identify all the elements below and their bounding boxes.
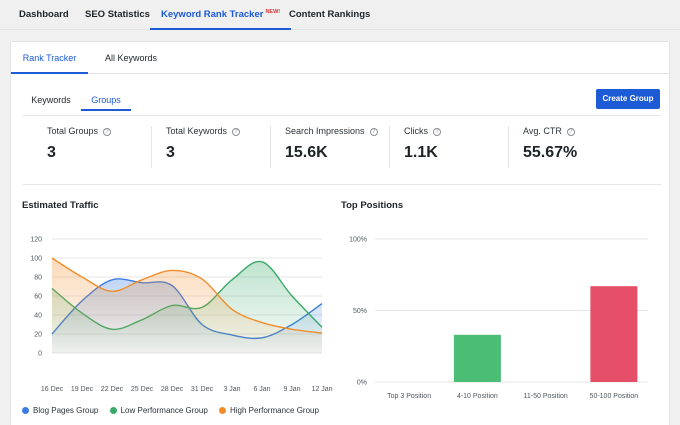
section-divider xyxy=(23,184,661,185)
legend-label: Blog Pages Group xyxy=(33,406,99,415)
stat-label: Total Keywords? xyxy=(166,126,241,136)
create-group-button[interactable]: Create Group xyxy=(596,89,660,109)
stat-value: 3 xyxy=(47,144,56,161)
stat-divider xyxy=(151,126,152,168)
legend-label: High Performance Group xyxy=(230,406,319,415)
x-tick-label: 6 Jan xyxy=(253,386,270,393)
help-icon[interactable]: ? xyxy=(232,127,241,136)
tab-all-keywords[interactable]: All Keywords xyxy=(104,53,158,63)
y-tick-label: 120 xyxy=(30,237,42,244)
y-tick-label: 50% xyxy=(353,308,367,315)
tab-groups[interactable]: Groups xyxy=(81,89,131,111)
series-line xyxy=(51,257,323,334)
x-tick-label: 3 Jan xyxy=(223,386,240,393)
nav-keyword-rank-tracker-label: Keyword Rank Tracker xyxy=(161,9,264,20)
x-tick-label: 16 Dec xyxy=(41,386,64,393)
x-tick-label: 4-10 Position xyxy=(457,393,498,400)
x-tick-label: 22 Dec xyxy=(101,386,124,393)
rank-tracker-panel: Rank Tracker All Keywords Keywords Group… xyxy=(10,41,670,425)
x-tick-label: Top 3 Position xyxy=(387,393,431,400)
y-tick-label: 20 xyxy=(34,332,42,339)
y-tick-label: 60 xyxy=(34,294,42,301)
subtabs: Rank Tracker All Keywords xyxy=(11,42,669,74)
stat-total-keywords: Total Keywords? 3 xyxy=(166,126,241,170)
help-icon[interactable]: ? xyxy=(433,127,441,136)
series-area xyxy=(52,258,322,353)
legend-swatch xyxy=(219,407,226,414)
stat-label: Total Groups? xyxy=(47,126,112,136)
x-tick-label: 31 Dec xyxy=(191,386,214,393)
help-icon[interactable]: ? xyxy=(369,127,378,136)
top-positions-chart: 0% 50% 100% Top 3 Position 4-10 Position 11-5… xyxy=(349,237,648,400)
stat-clicks: Clicks? 1.1K xyxy=(404,126,441,170)
y-tick-label: 100% xyxy=(349,237,367,244)
x-tick-label: 11-50 Position xyxy=(524,393,568,400)
bar xyxy=(453,334,501,382)
new-badge: NEW! xyxy=(265,9,281,15)
stat-total-groups: Total Groups? 3 xyxy=(47,126,112,170)
nav-keyword-rank-tracker[interactable]: Keyword Rank Tracker NEW! xyxy=(150,0,292,30)
x-tick-label: 19 Dec xyxy=(71,386,94,393)
stat-value: 3 xyxy=(166,144,175,161)
x-tick-label: 25 Dec xyxy=(131,386,154,393)
help-icon[interactable]: ? xyxy=(103,127,112,136)
y-tick-label: 0 xyxy=(38,351,42,358)
stat-divider xyxy=(270,126,271,168)
top-navigation: Dashboard SEO Statistics Keyword Rank Tr… xyxy=(0,0,680,30)
stat-value: 15.6K xyxy=(285,144,328,161)
group-tabs-divider xyxy=(23,115,661,116)
tab-rank-tracker[interactable]: Rank Tracker xyxy=(11,42,88,74)
legend-item[interactable]: Blog Pages Group xyxy=(22,406,98,415)
y-tick-label: 40 xyxy=(34,313,42,320)
stat-value: 1.1K xyxy=(404,144,438,161)
stat-label: Search Impressions? xyxy=(285,126,378,136)
legend-item[interactable]: Low Performance Group xyxy=(109,406,208,415)
stat-value: 55.67% xyxy=(523,144,578,161)
help-icon[interactable]: ? xyxy=(566,127,575,136)
stat-label: Avg. CTR? xyxy=(523,126,577,136)
legend-swatch xyxy=(22,407,29,414)
legend-label: Low Performance Group xyxy=(120,406,208,415)
y-tick-label: 100 xyxy=(30,256,42,263)
legend-item[interactable]: High Performance Group xyxy=(219,406,319,415)
top-positions-title: Top Positions xyxy=(341,200,404,211)
stat-avg-ctr: Avg. CTR? 55.67% xyxy=(523,126,577,170)
nav-content-rankings[interactable]: Content Rankings xyxy=(289,9,371,20)
x-tick-label: 50-100 Position xyxy=(590,393,639,400)
x-tick-label: 12 Jan xyxy=(311,386,332,393)
y-tick-label: 0% xyxy=(357,380,367,387)
x-tick-label: 9 Jan xyxy=(283,386,300,393)
legend-swatch xyxy=(109,407,117,414)
nav-seo-statistics[interactable]: SEO Statistics xyxy=(85,9,150,20)
estimated-traffic-chart: 0 20 40 60 80 100 120 16 Dec 19 Dec 22 Dec 25 Dec 2… xyxy=(30,237,332,394)
nav-dashboard[interactable]: Dashboard xyxy=(19,9,69,20)
stat-divider xyxy=(508,126,509,168)
stat-label: Clicks? xyxy=(404,126,441,136)
estimated-traffic-title: Estimated Traffic xyxy=(22,200,99,211)
traffic-legend: Blog Pages Group Low Performance Group H… xyxy=(22,406,328,418)
y-tick-label: 80 xyxy=(34,275,42,282)
x-tick-label: 28 Dec xyxy=(161,386,184,393)
tab-keywords[interactable]: Keywords xyxy=(31,95,71,105)
stat-divider xyxy=(389,126,390,168)
bar xyxy=(590,286,638,382)
stat-search-impressions: Search Impressions? 15.6K xyxy=(285,126,378,170)
